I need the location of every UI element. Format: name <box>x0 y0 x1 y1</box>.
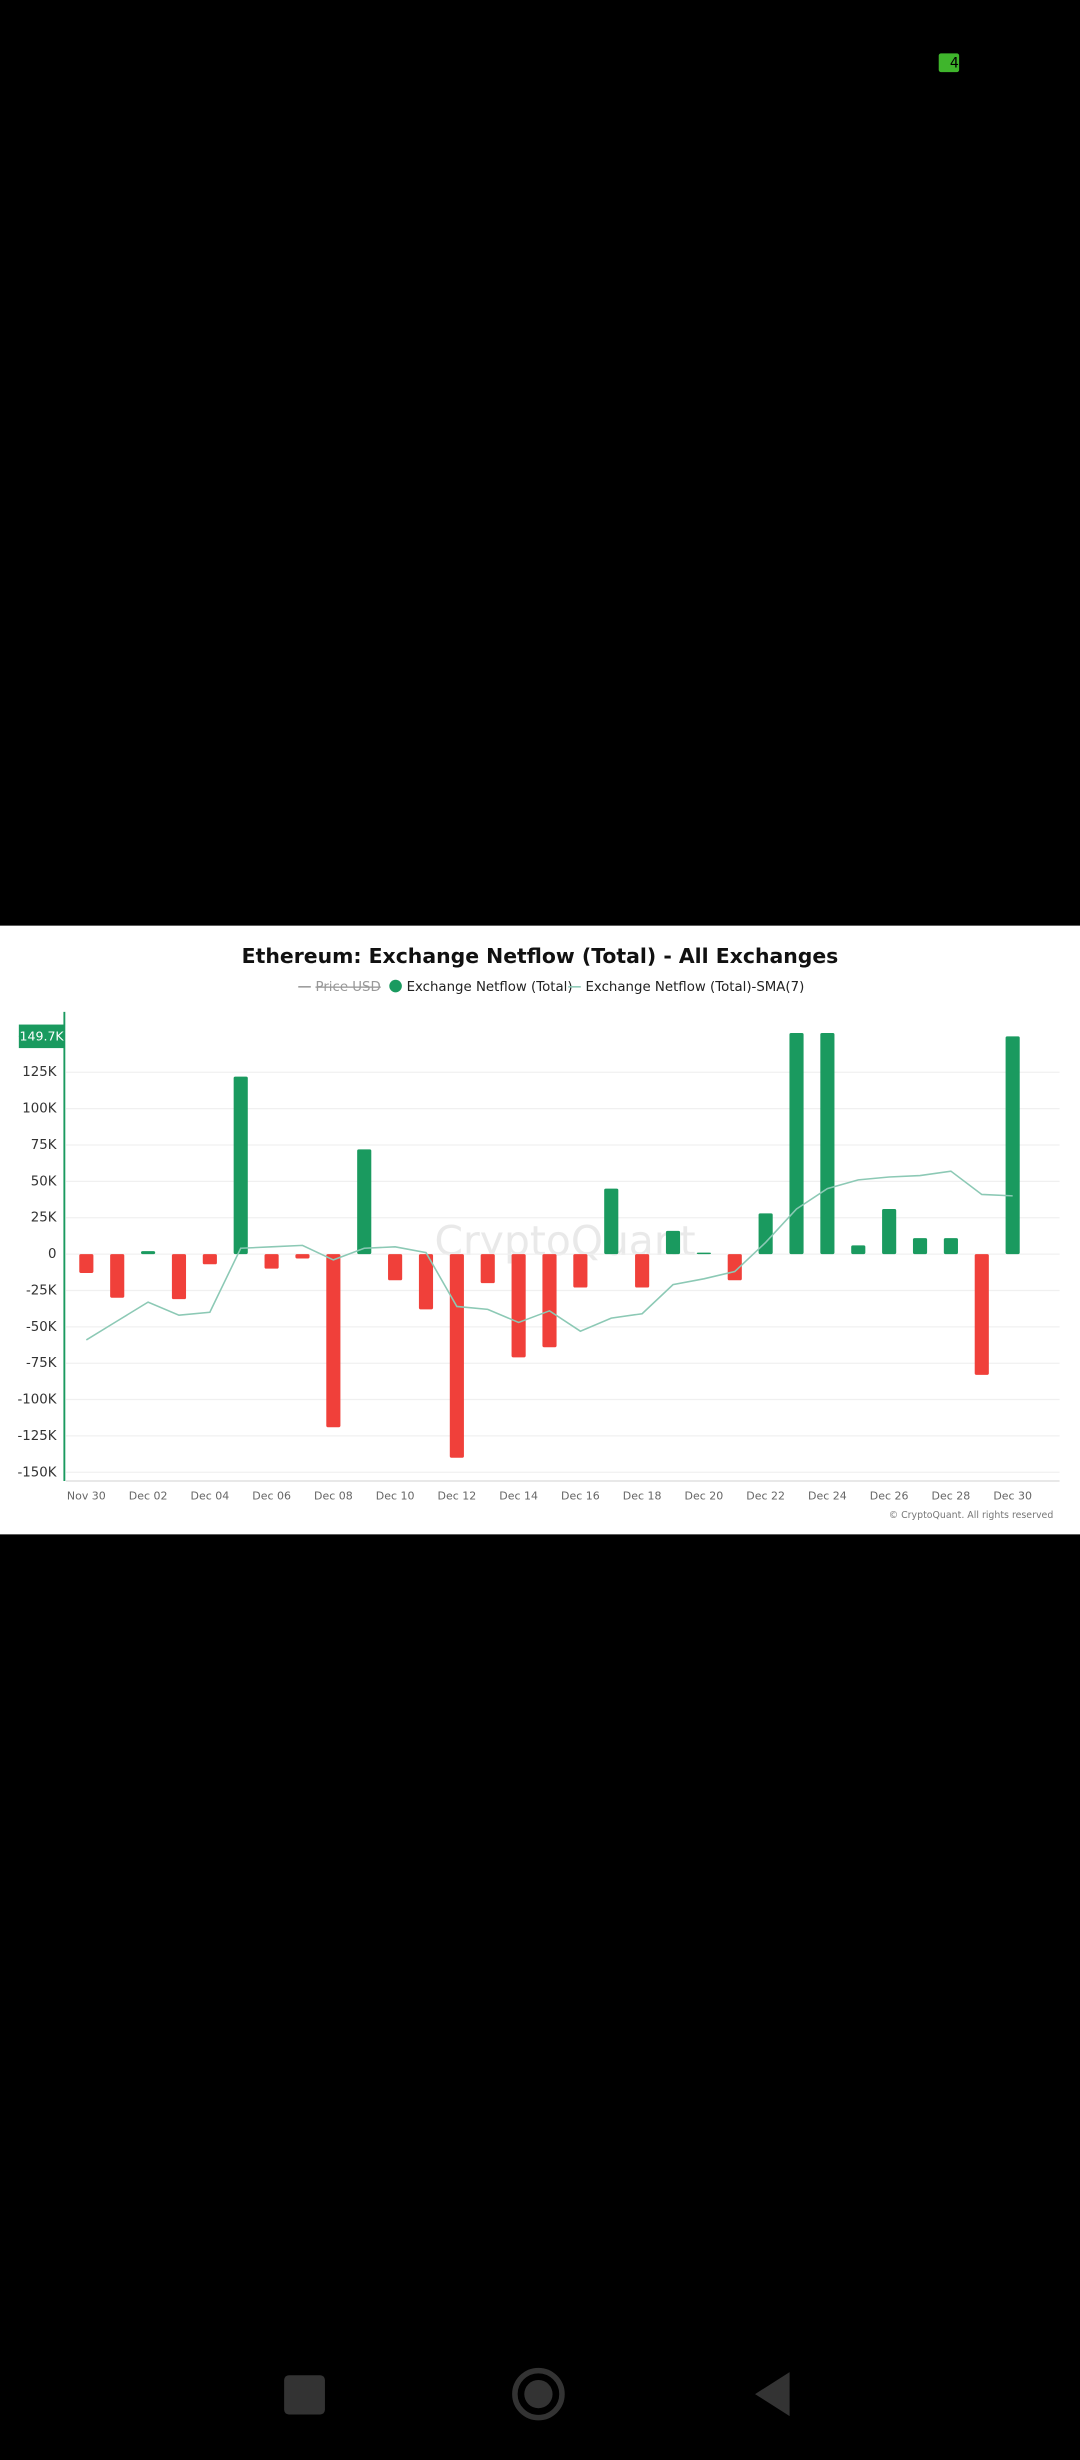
bar <box>665 1230 681 1255</box>
x-tick-label: Dec 16 <box>561 1490 600 1503</box>
plot: -150K -125K -100K -75K -50K -25K 0 25K 50K 75K 100… <box>18 1011 1060 1503</box>
bar <box>418 1254 434 1310</box>
x-tick-label: Dec 28 <box>932 1490 971 1503</box>
bar <box>943 1238 958 1255</box>
y-tick-label: -75K <box>26 1356 58 1371</box>
x-tick-label: Dec 20 <box>685 1490 724 1503</box>
x-tick-label: Dec 06 <box>252 1490 291 1503</box>
legend: Price USD Exchange Netflow (Total) Exchang… <box>298 979 805 995</box>
y-tick-label: 25K <box>31 1211 58 1226</box>
chart-title: Ethereum: Exchange Netflow (Total) - All… <box>242 944 839 968</box>
bar <box>141 1251 156 1255</box>
x-tick-label: Dec 04 <box>191 1490 230 1503</box>
x-tick-label: Dec 18 <box>623 1490 662 1503</box>
bar <box>851 1245 866 1255</box>
bar <box>202 1254 217 1265</box>
x-tick-label: Dec 30 <box>993 1490 1032 1503</box>
bar <box>449 1254 464 1458</box>
x-tick-label: Nov 30 <box>67 1490 106 1503</box>
watermark: CryptoQuant <box>435 1217 696 1265</box>
y-tick-label: -125K <box>18 1429 58 1444</box>
y-tick-label: -25K <box>26 1283 58 1298</box>
last-value-label: 149.7K <box>20 1029 65 1044</box>
last-value-box <box>18 1024 65 1049</box>
bar <box>789 1032 804 1255</box>
x-tick-label: Dec 14 <box>499 1490 538 1503</box>
bar <box>758 1213 773 1255</box>
x-tick-label: Dec 10 <box>376 1490 415 1503</box>
y-tick-label: 50K <box>31 1174 58 1189</box>
legend-swatch <box>389 979 402 993</box>
bar <box>79 1254 94 1274</box>
bar <box>727 1254 742 1281</box>
bar <box>511 1254 526 1358</box>
battery-level: 4 <box>950 56 959 72</box>
x-tick-label: Dec 08 <box>314 1490 353 1503</box>
nav-back[interactable] <box>755 2372 790 2417</box>
chart-panel <box>0 925 1080 1535</box>
y-tick-label: 0 <box>48 1247 56 1262</box>
bar <box>1005 1036 1020 1255</box>
nav-recents[interactable] <box>284 2375 325 2415</box>
bar <box>696 1252 711 1255</box>
bar <box>542 1254 557 1348</box>
sma-line <box>85 1170 1013 1341</box>
bar <box>388 1254 403 1281</box>
bar <box>326 1254 341 1428</box>
bar <box>233 1076 248 1255</box>
x-tick-label: Dec 26 <box>870 1490 909 1503</box>
legend-label: Price USD <box>316 980 381 995</box>
bar <box>171 1254 187 1300</box>
copyright: © CryptoQuant. All rights reserved <box>889 1510 1054 1521</box>
y-tick-label: -50K <box>26 1320 58 1335</box>
bar <box>573 1254 588 1288</box>
bar <box>974 1254 989 1375</box>
bar <box>357 1149 372 1255</box>
bar <box>264 1254 279 1269</box>
nav-home[interactable] <box>512 2367 565 2421</box>
x-tick-label: Dec 12 <box>438 1490 477 1503</box>
y-tick-label: -150K <box>18 1465 58 1480</box>
bar <box>635 1254 650 1288</box>
x-tick-label: Dec 22 <box>746 1490 785 1503</box>
bar <box>820 1032 835 1255</box>
bar <box>882 1208 897 1255</box>
bar <box>295 1254 310 1259</box>
nav-home-dot <box>524 2379 553 2409</box>
y-tick-label: 125K <box>22 1065 57 1080</box>
legend-label: Exchange Netflow (Total) <box>407 980 573 995</box>
y-tick-label: 75K <box>31 1138 58 1153</box>
x-tick-label: Dec 24 <box>808 1490 847 1503</box>
battery-icon <box>938 53 960 73</box>
bar <box>480 1254 495 1284</box>
bar <box>912 1238 928 1255</box>
y-tick-label: -100K <box>18 1393 58 1408</box>
bar <box>604 1188 619 1255</box>
legend-label: Exchange Netflow (Total)-SMA(7) <box>586 980 805 995</box>
bar <box>110 1254 125 1298</box>
x-tick-label: Dec 02 <box>129 1490 168 1503</box>
y-tick-label: 100K <box>22 1102 57 1117</box>
